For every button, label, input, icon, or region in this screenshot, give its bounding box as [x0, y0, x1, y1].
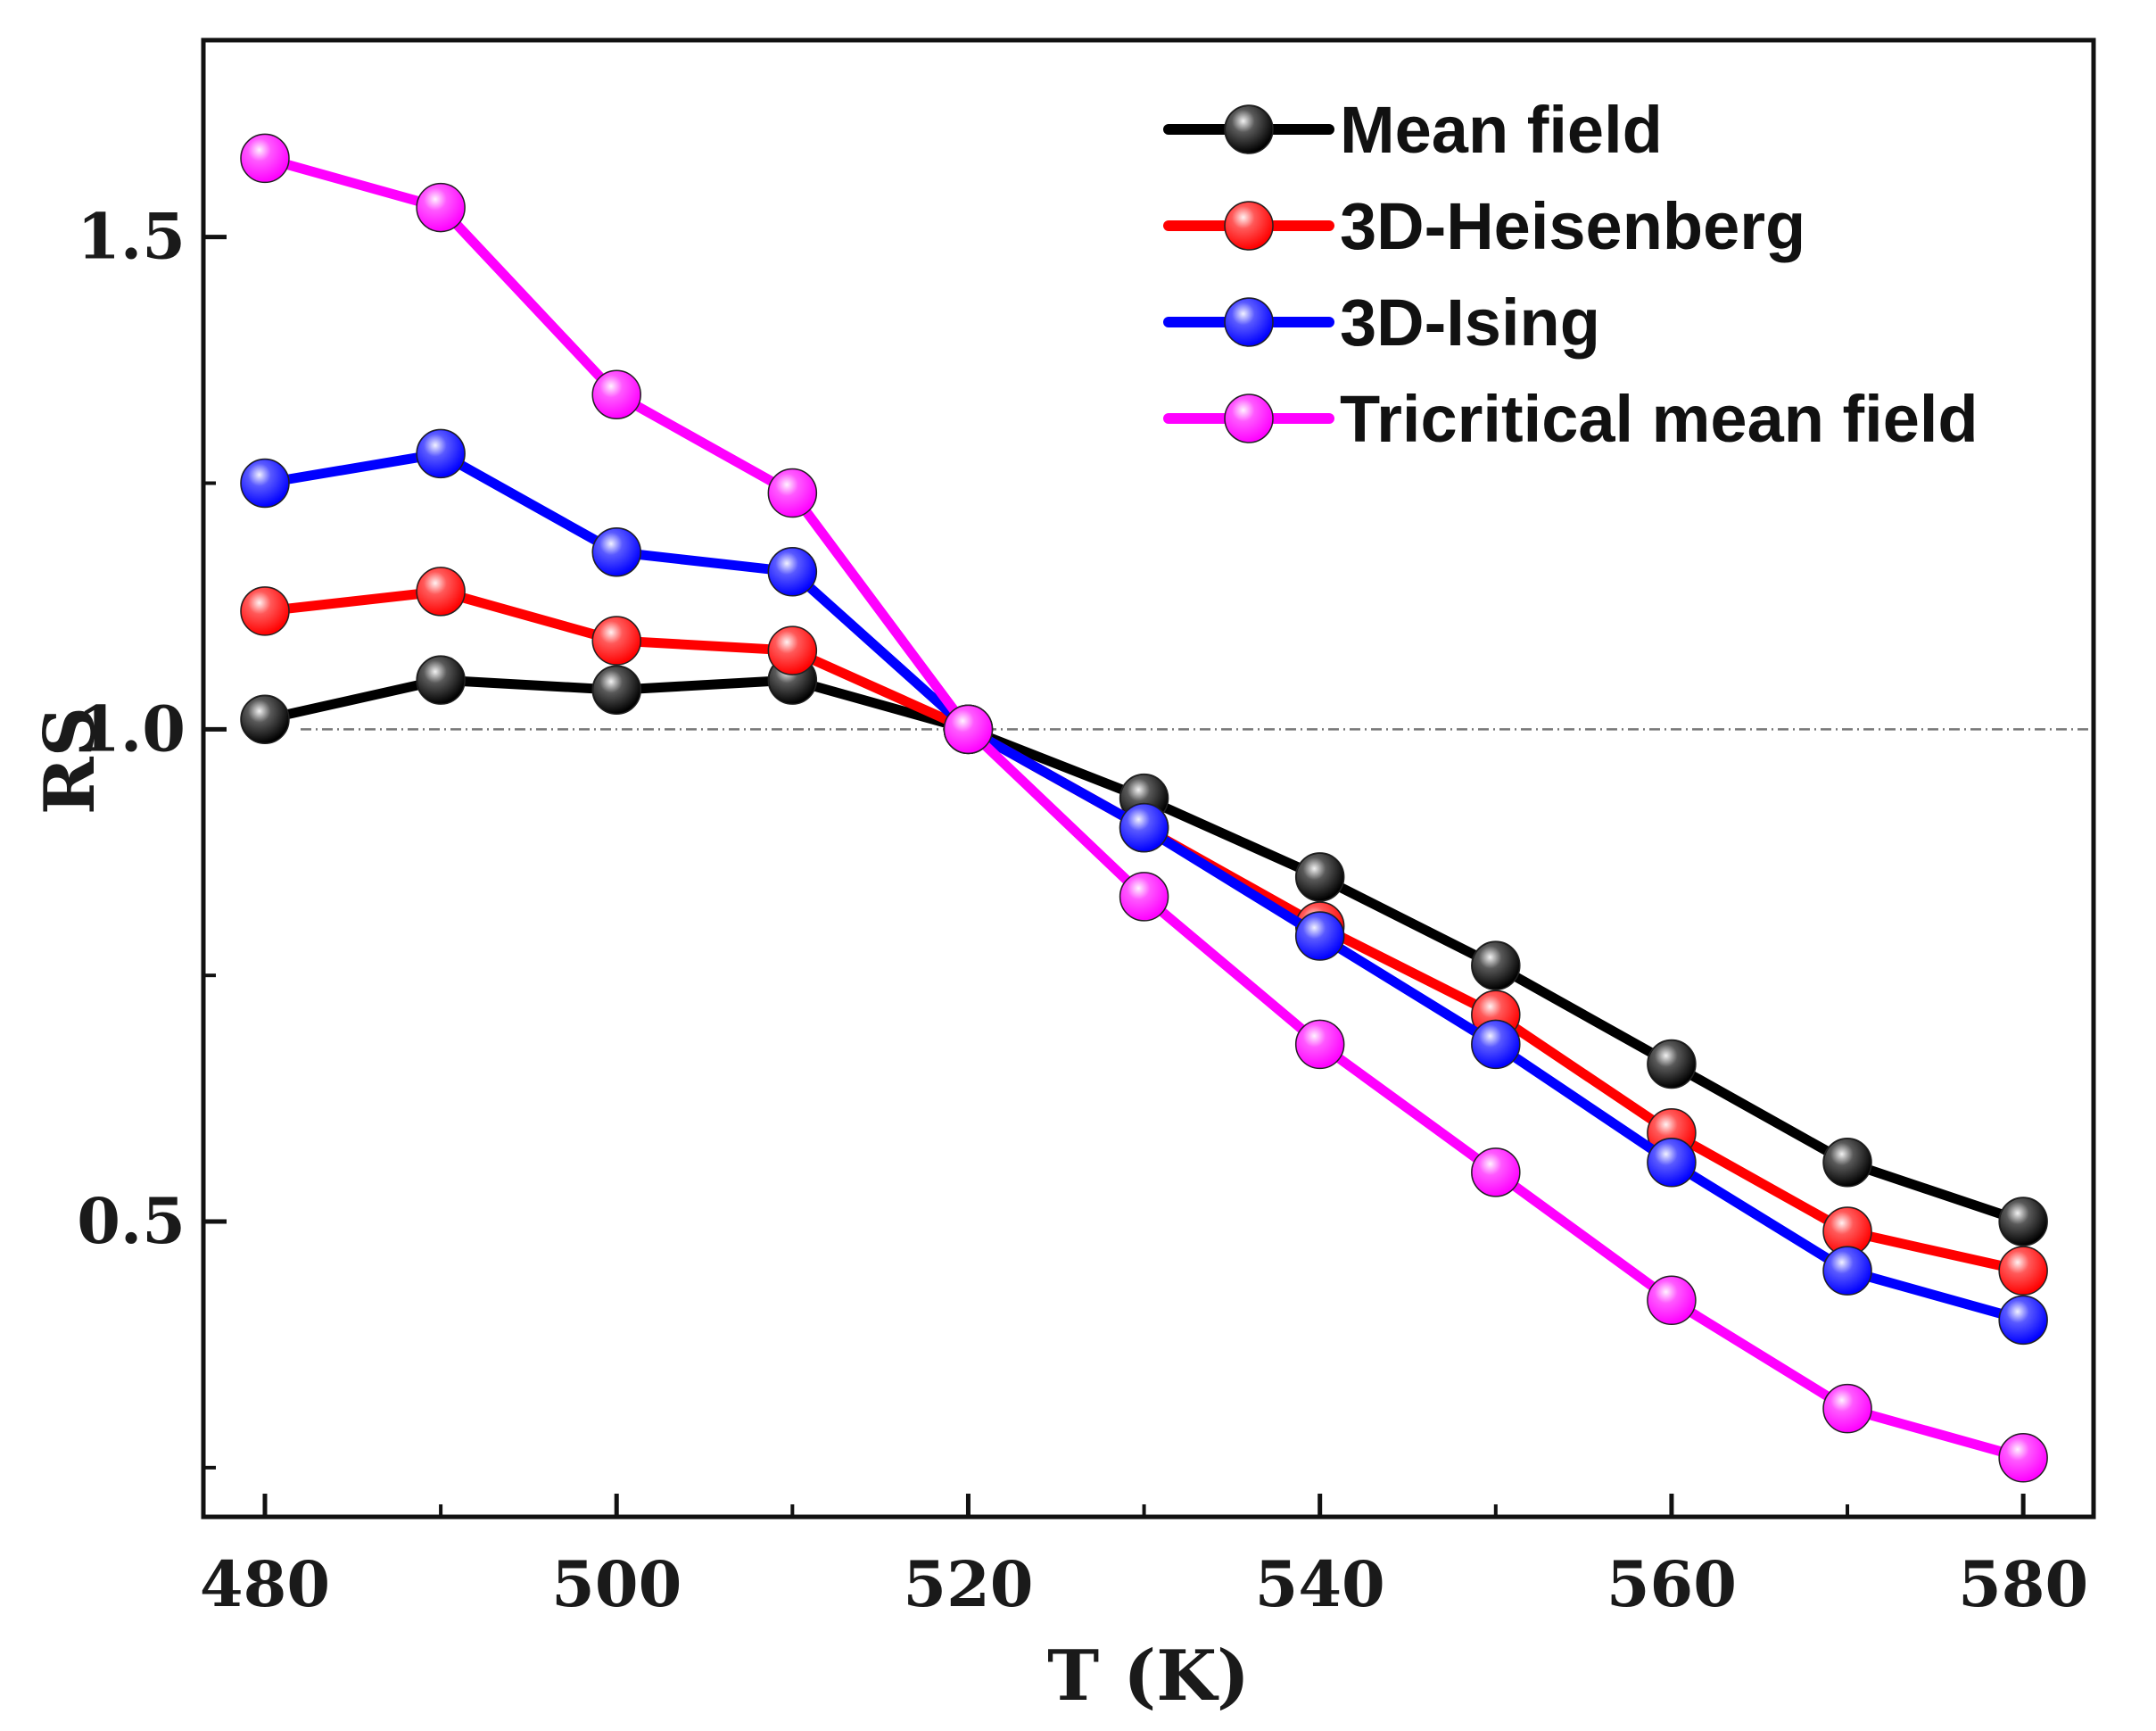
series-tricritical-mean-field [240, 133, 2048, 1483]
legend-label: Mean field [1340, 93, 1663, 167]
legend-marker-highlight [1226, 203, 1272, 249]
data-point-highlight [593, 528, 640, 576]
data-point-highlight [1824, 1385, 1871, 1432]
series-mean-field [240, 655, 2048, 1246]
data-point-highlight [1296, 853, 1343, 900]
data-point-highlight [593, 667, 640, 714]
legend-label: 3D-Heisenberg [1340, 189, 1805, 263]
x-tick-label: 560 [1607, 1547, 1737, 1621]
data-point-highlight [417, 567, 465, 615]
data-point-highlight [1648, 1139, 1695, 1186]
legend-label: Tricritical mean field [1340, 382, 1978, 456]
data-point-highlight [1824, 1139, 1871, 1186]
data-point-highlight [769, 548, 816, 595]
legend: Mean field 3D-Heisenberg 3D-Ising Tricritic… [1163, 93, 1978, 456]
data-point-highlight [1648, 1277, 1695, 1324]
data-point-highlight [1824, 1247, 1871, 1295]
data-point-highlight [2000, 1247, 2047, 1295]
series-3d-heisenberg [240, 567, 2048, 1296]
x-tick-label: 520 [903, 1547, 1033, 1621]
data-point-highlight [241, 696, 288, 743]
data-point-highlight [945, 706, 992, 753]
y-axis-title: RS [29, 707, 111, 815]
data-point-highlight [2000, 1434, 2047, 1481]
x-tick-label: 480 [200, 1547, 330, 1621]
legend-item: 3D-Ising [1163, 286, 1600, 360]
data-point-highlight [1296, 913, 1343, 960]
data-point-highlight [769, 469, 816, 517]
data-point-highlight [2000, 1198, 2047, 1245]
data-point-highlight [769, 627, 816, 675]
data-point-highlight [2000, 1296, 2047, 1344]
data-point-highlight [241, 135, 288, 182]
data-point-highlight [593, 371, 640, 418]
data-point-highlight [1472, 1021, 1519, 1068]
data-point-highlight [1472, 942, 1519, 990]
data-point-highlight [417, 184, 465, 231]
series-3d-ising [240, 428, 2048, 1346]
x-axis-title: T (K) [1047, 1636, 1250, 1717]
legend-marker-highlight [1226, 395, 1272, 442]
data-point-highlight [417, 657, 465, 704]
legend-item: 3D-Heisenberg [1163, 189, 1805, 263]
data-point-highlight [1824, 1208, 1871, 1255]
data-point-highlight [241, 587, 288, 634]
x-tick-label: 500 [551, 1547, 681, 1621]
y-tick-label: 1.0 [77, 692, 186, 766]
series-line [260, 675, 2028, 1227]
data-point-highlight [1472, 1148, 1519, 1196]
y-tick-label: 1.5 [77, 200, 186, 274]
legend-marker-highlight [1226, 299, 1272, 345]
data-point-highlight [417, 430, 465, 477]
axes-frame [201, 37, 2096, 1520]
legend-marker-highlight [1226, 106, 1272, 153]
legend-item: Mean field [1163, 93, 1663, 167]
x-tick-label: 540 [1255, 1547, 1385, 1621]
legend-label: 3D-Ising [1340, 286, 1600, 360]
data-point-highlight [1648, 1040, 1695, 1088]
data-point-highlight [1120, 804, 1168, 851]
data-point-highlight [241, 460, 288, 507]
legend-item: Tricritical mean field [1163, 382, 1978, 456]
data-point-highlight [593, 617, 640, 665]
series-line [260, 586, 2028, 1276]
data-point-highlight [1120, 873, 1168, 920]
y-tick-label: 0.5 [77, 1184, 186, 1258]
data-point-highlight [1296, 1021, 1343, 1068]
x-tick-label: 580 [1958, 1547, 2088, 1621]
